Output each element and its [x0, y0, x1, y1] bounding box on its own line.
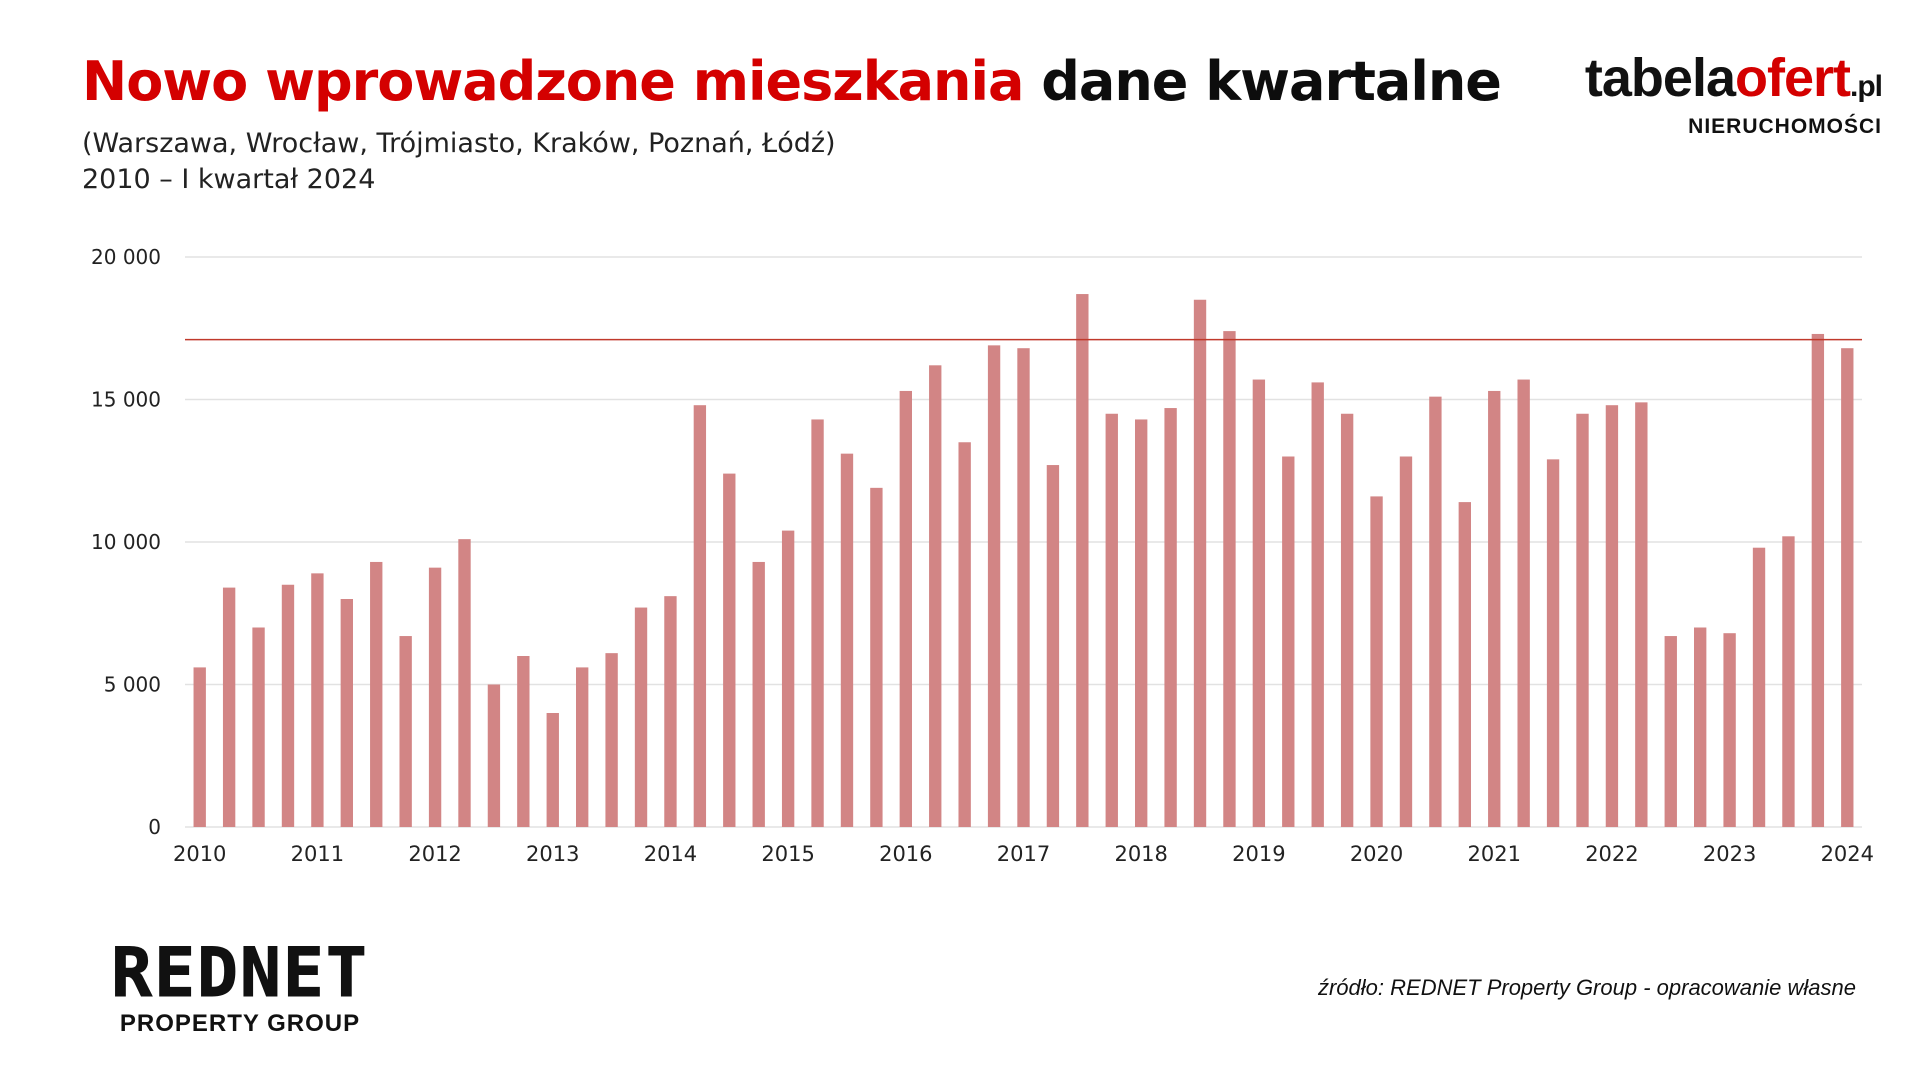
x-tick-label: 2013	[526, 842, 579, 866]
bar-layer	[193, 294, 1854, 827]
y-tick-label: 10 000	[91, 530, 161, 554]
x-tick-label: 2010	[173, 842, 226, 866]
chart-title-rest: dane kwartalne	[1041, 50, 1502, 113]
bar	[811, 419, 824, 827]
rednet-logo: REDNET PROPERTY GROUP	[84, 934, 396, 1038]
chart-title-highlight: Nowo wprowadzone mieszkania	[82, 50, 1024, 113]
bar	[840, 453, 854, 827]
source-note: źródło: REDNET Property Group - opracowa…	[1317, 975, 1856, 1000]
bar	[958, 442, 971, 827]
bar	[1576, 413, 1589, 827]
bar	[899, 390, 912, 827]
bar	[781, 530, 795, 827]
bar	[1311, 382, 1324, 827]
bar	[1399, 456, 1413, 827]
bar	[1193, 299, 1207, 827]
bar	[1046, 465, 1060, 827]
bar	[458, 539, 471, 827]
bar	[1841, 348, 1854, 827]
x-tick-label: 2022	[1585, 842, 1638, 866]
bar	[634, 607, 648, 827]
bar	[1252, 379, 1266, 827]
x-tick-label: 2021	[1468, 842, 1521, 866]
x-tick-label: 2014	[644, 842, 697, 866]
y-tick-label: 20 000	[91, 245, 161, 269]
bar	[870, 487, 883, 827]
bar	[1370, 496, 1383, 827]
bar	[487, 684, 501, 827]
bar	[605, 653, 618, 827]
bar	[428, 567, 442, 827]
bar	[517, 656, 530, 827]
bar	[1782, 536, 1795, 827]
logo-word-part2: ofert	[1735, 48, 1851, 108]
bar	[222, 587, 236, 827]
bar	[311, 573, 324, 827]
bar	[546, 713, 559, 827]
bar	[1105, 413, 1118, 827]
bar	[193, 667, 206, 827]
bar	[1546, 459, 1560, 827]
bar	[340, 599, 353, 827]
x-tick-label: 2020	[1350, 842, 1403, 866]
logo-tld: .pl	[1850, 70, 1883, 103]
rednet-logo-tagline: PROPERTY GROUP	[119, 1010, 361, 1037]
bar	[1664, 636, 1677, 827]
tabelaofert-logo-wordmark: tabelaofert.pl	[1584, 48, 1883, 117]
bar	[1164, 408, 1177, 827]
bar	[1694, 627, 1707, 827]
bar	[1223, 331, 1236, 827]
subtitle-cities: (Warszawa, Wrocław, Trójmiasto, Kraków, …	[82, 128, 836, 159]
bar	[664, 596, 677, 827]
bar	[370, 561, 383, 827]
rednet-logo-wordmark: REDNET	[111, 934, 369, 1013]
x-tick-label: 2023	[1703, 842, 1756, 866]
bar	[576, 667, 589, 827]
x-tick-label: 2015	[761, 842, 814, 866]
y-tick-label: 5 000	[104, 673, 161, 697]
bar	[1811, 333, 1825, 827]
y-tick-label: 0	[148, 815, 161, 839]
bar	[1282, 456, 1295, 827]
x-tick-label: 2016	[879, 842, 932, 866]
y-axis-ticks: 0 5 000 10 000 15 000 20 000	[91, 245, 161, 839]
tabelaofert-logo-tagline: NIERUCHOMOŚCI	[1688, 115, 1882, 138]
x-tick-label: 2019	[1232, 842, 1285, 866]
bar	[1517, 379, 1530, 827]
tabelaofert-logo: tabelaofert.pl NIERUCHOMOŚCI	[1584, 48, 1883, 139]
bar	[1135, 419, 1148, 827]
bar	[752, 561, 765, 827]
bar	[1723, 633, 1736, 827]
y-tick-label: 15 000	[91, 388, 161, 412]
bar	[1458, 502, 1471, 827]
bar	[723, 473, 736, 827]
bar	[281, 584, 295, 827]
bar	[987, 345, 1001, 827]
bar	[1429, 396, 1442, 827]
logo-word-part1: tabela	[1584, 48, 1736, 108]
bar	[252, 627, 265, 827]
x-tick-label: 2018	[1114, 842, 1167, 866]
x-axis-ticks: 2010 2011 2012 2013 2014 2015 2016 2017 2018 2019…	[173, 842, 1874, 866]
bar	[1076, 294, 1089, 827]
chart-title: Nowo wprowadzone mieszkania dane kwartal…	[82, 50, 1502, 113]
x-tick-label: 2011	[291, 842, 344, 866]
bar	[1635, 402, 1648, 827]
bar	[399, 636, 412, 827]
bar	[1340, 413, 1354, 827]
bar	[1605, 405, 1619, 827]
x-tick-label: 2017	[997, 842, 1050, 866]
bar	[693, 405, 707, 827]
bar	[1017, 348, 1030, 827]
subtitle-period: 2010 – I kwartał 2024	[82, 164, 376, 195]
x-tick-label: 2024	[1821, 842, 1874, 866]
chart-subtitle: (Warszawa, Wrocław, Trójmiasto, Kraków, …	[82, 126, 836, 198]
bar	[1488, 390, 1501, 827]
x-tick-label: 2012	[408, 842, 461, 866]
bar	[929, 365, 942, 827]
bar	[1752, 547, 1766, 827]
